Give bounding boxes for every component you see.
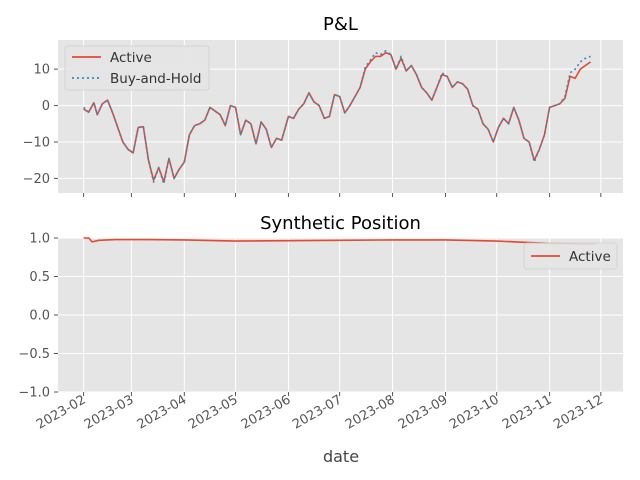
x-tick-label: 2023-12 [551,392,606,432]
x-tick-label: 2023-03 [82,392,137,432]
x-tick-label: 2023-08 [343,392,398,432]
position-x-ticks: 2023-022023-032023-042023-052023-062023-… [34,392,606,433]
x-tick-label: 2023-11 [500,392,555,432]
pnl-legend: Active Buy-and-Hold [64,45,210,91]
pnl-y-ticks: −20 −10 0 10 [23,63,58,187]
pnl-x-ticks [83,193,602,197]
position-y-ticks: −1.0 −0.5 0.0 0.5 1.0 [18,232,58,401]
position-grid [58,237,623,393]
pnl-y-tick-label: 10 [33,63,50,78]
position-legend-box [523,242,618,270]
x-tick-label: 2023-07 [290,392,345,432]
x-axis-label: date [323,447,359,466]
position-y-tick-label: −1.0 [18,386,50,401]
position-y-tick-label: 1.0 [29,232,50,247]
pnl-legend-label-active: Active [110,50,152,66]
pnl-y-tick-label: −10 [23,136,50,151]
position-series-line-active [83,237,596,245]
position-y-tick-label: 0.0 [29,309,50,324]
pnl-panel: −20 −10 0 10 P&L Active Buy-and-Hold [23,14,623,197]
pnl-title: P&L [323,14,358,35]
pnl-y-tick-label: −20 [23,172,50,187]
pnl-legend-label-buy-hold: Buy-and-Hold [110,71,201,87]
position-lines [83,237,596,245]
pnl-y-tick-label: 0 [42,99,50,114]
pnl-lines [83,50,592,185]
x-tick-label: 2023-06 [239,392,294,432]
position-legend-label-active: Active [569,249,611,265]
x-tick-label: 2023-05 [186,392,241,432]
pnl-series-line-buy-and-hold [83,50,591,185]
position-panel: −1.0 −0.5 0.0 0.5 1.0 2023-022023-032023-042… [18,213,623,466]
position-title: Synthetic Position [260,213,421,234]
position-y-tick-label: 0.5 [29,270,50,285]
x-tick-label: 2023-10 [447,392,502,432]
position-y-tick-label: −0.5 [18,347,50,362]
x-tick-label: 2023-09 [396,392,451,432]
position-legend: Active [523,242,618,270]
pnl-grid [58,40,623,193]
x-tick-label: 2023-04 [135,392,190,432]
